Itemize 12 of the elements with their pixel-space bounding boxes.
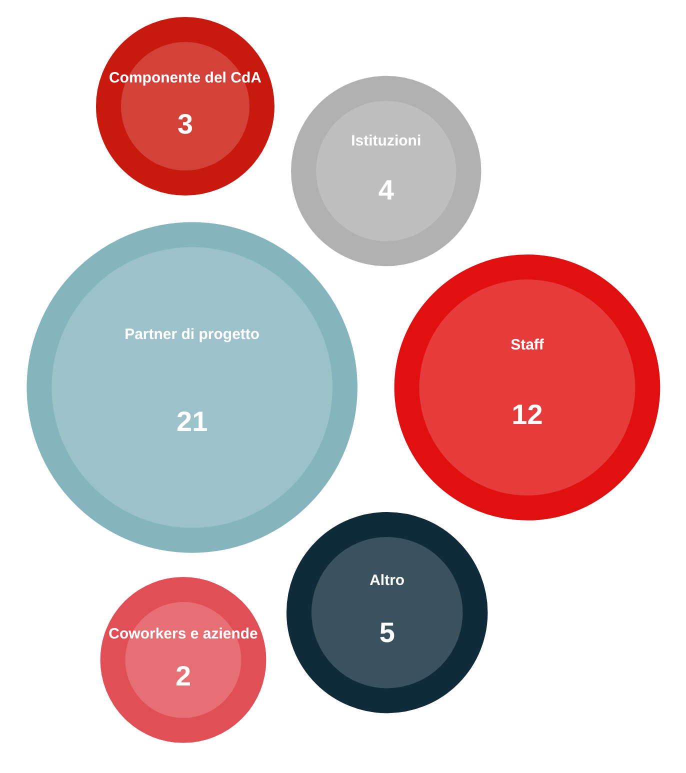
data-label: 5 [379, 617, 395, 648]
data-label: 2 [175, 660, 192, 692]
category-label: Coworkers e aziende [108, 625, 258, 642]
data-label: 21 [176, 406, 208, 438]
data-label: 12 [512, 399, 543, 430]
category-label: Componente del CdA [108, 70, 262, 87]
data-label: 4 [378, 174, 394, 206]
category-label: Istituzioni [351, 132, 422, 150]
data-label: 3 [177, 108, 194, 140]
category-label: Altro [370, 572, 405, 590]
category-label: Staff [510, 336, 545, 354]
category-label: Partner di progetto [124, 326, 260, 343]
